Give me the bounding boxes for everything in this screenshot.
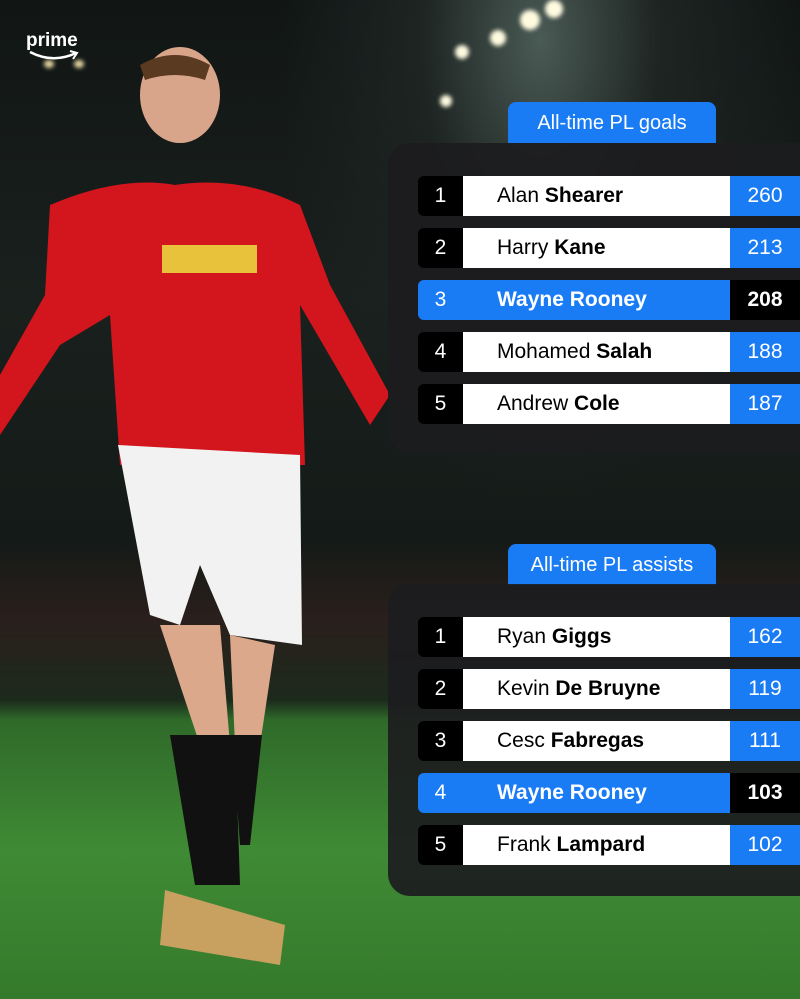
table-row: 1 Alan Shearer 260: [418, 176, 800, 216]
first-name: Wayne: [497, 288, 564, 311]
rank: 1: [418, 176, 463, 216]
table-row: 4 Mohamed Salah 188: [418, 332, 800, 372]
rank: 5: [418, 384, 463, 424]
stat-value: 188: [730, 332, 800, 372]
stat-value: 187: [730, 384, 800, 424]
stat-value: 111: [730, 721, 800, 761]
first-name: Frank: [497, 833, 551, 856]
stat-value: 103: [730, 773, 800, 813]
table-row: 5 Andrew Cole 187: [418, 384, 800, 424]
stat-value: 208: [730, 280, 800, 320]
rank: 2: [418, 669, 463, 709]
stat-value: 260: [730, 176, 800, 216]
first-name: Andrew: [497, 392, 569, 415]
rank: 1: [418, 617, 463, 657]
rank: 2: [418, 228, 463, 268]
first-name: Cesc: [497, 729, 545, 752]
table-row: 3 Wayne Rooney 208: [418, 280, 800, 320]
player-name: Mohamed Salah: [463, 332, 730, 372]
last-name: Giggs: [551, 625, 612, 648]
last-name: Salah: [596, 340, 653, 363]
first-name: Ryan: [497, 625, 547, 648]
player-name: Kevin De Bruyne: [463, 669, 730, 709]
table-row: 4 Wayne Rooney 103: [418, 773, 800, 813]
last-name: Rooney: [569, 288, 647, 311]
last-name: Fabregas: [550, 729, 645, 752]
stat-value: 102: [730, 825, 800, 865]
player-name: Harry Kane: [463, 228, 730, 268]
rank: 3: [418, 721, 463, 761]
rank: 3: [418, 280, 463, 320]
rank: 4: [418, 773, 463, 813]
last-name: De Bruyne: [555, 677, 661, 700]
goals-title: All-time PL goals: [508, 102, 716, 143]
last-name: Kane: [554, 236, 606, 259]
first-name: Kevin: [497, 677, 550, 700]
stat-value: 213: [730, 228, 800, 268]
smile-arrow-icon: [29, 50, 79, 60]
last-name: Shearer: [544, 184, 624, 207]
last-name: Rooney: [569, 781, 647, 804]
table-row: 2 Harry Kane 213: [418, 228, 800, 268]
rank: 5: [418, 825, 463, 865]
table-row: 2 Kevin De Bruyne 119: [418, 669, 800, 709]
last-name: Lampard: [556, 833, 646, 856]
assists-title: All-time PL assists: [508, 544, 716, 585]
player-name: Cesc Fabregas: [463, 721, 730, 761]
first-name: Alan: [497, 184, 540, 207]
player-name: Alan Shearer: [463, 176, 730, 216]
player-name: Frank Lampard: [463, 825, 730, 865]
first-name: Wayne: [497, 781, 564, 804]
table-row: 1 Ryan Giggs 162: [418, 617, 800, 657]
goals-table: 1 Alan Shearer 260 2 Harry Kane 213 3 Wayn…: [388, 143, 800, 453]
last-name: Cole: [574, 392, 620, 415]
player-name: Wayne Rooney: [463, 280, 730, 320]
rank: 4: [418, 332, 463, 372]
first-name: Mohamed: [497, 340, 591, 363]
assists-table: 1 Ryan Giggs 162 2 Kevin De Bruyne 119 3 C…: [388, 584, 800, 896]
stat-value: 162: [730, 617, 800, 657]
stat-value: 119: [730, 669, 800, 709]
table-row: 3 Cesc Fabregas 111: [418, 721, 800, 761]
player-name: Andrew Cole: [463, 384, 730, 424]
table-row: 5 Frank Lampard 102: [418, 825, 800, 865]
player-name: Ryan Giggs: [463, 617, 730, 657]
prime-logo: prime: [26, 30, 79, 60]
player-name: Wayne Rooney: [463, 773, 730, 813]
player-photo: [0, 47, 390, 965]
first-name: Harry: [497, 236, 549, 259]
